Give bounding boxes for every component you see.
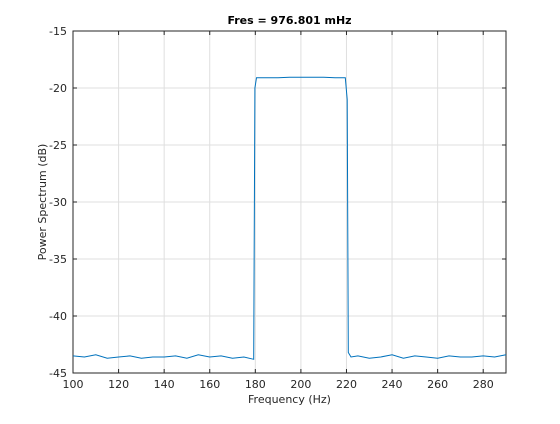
y-tick-label: -15 bbox=[49, 25, 67, 38]
x-tick-label: 180 bbox=[245, 378, 266, 391]
y-tick-label: -45 bbox=[49, 367, 67, 380]
y-tick-label: -40 bbox=[49, 310, 67, 323]
y-axis-label: Power Spectrum (dB) bbox=[36, 144, 49, 261]
grid-layer bbox=[72, 30, 506, 374]
y-tick-label: -20 bbox=[49, 82, 67, 95]
tick-layer: 100 120 140 160 180 200 220 240 260 280 -45 -40 -35 -… bbox=[49, 25, 506, 391]
x-tick-label: 120 bbox=[108, 378, 129, 391]
y-tick-label: -30 bbox=[49, 196, 67, 209]
y-tick-label: -35 bbox=[49, 253, 67, 266]
x-tick-label: 140 bbox=[154, 378, 175, 391]
x-tick-label: 100 bbox=[63, 378, 84, 391]
power-spectrum-line bbox=[72, 76, 507, 360]
x-axis-label: Frequency (Hz) bbox=[248, 393, 331, 406]
y-tick-label: -25 bbox=[49, 139, 67, 152]
x-tick-label: 260 bbox=[427, 378, 448, 391]
x-tick-label: 280 bbox=[473, 378, 494, 391]
x-tick-label: 160 bbox=[199, 378, 220, 391]
x-tick-label: 200 bbox=[290, 378, 311, 391]
x-tick-label: 220 bbox=[336, 378, 357, 391]
chart-title: Fres = 976.801 mHz bbox=[227, 14, 351, 27]
x-tick-label: 240 bbox=[382, 378, 403, 391]
